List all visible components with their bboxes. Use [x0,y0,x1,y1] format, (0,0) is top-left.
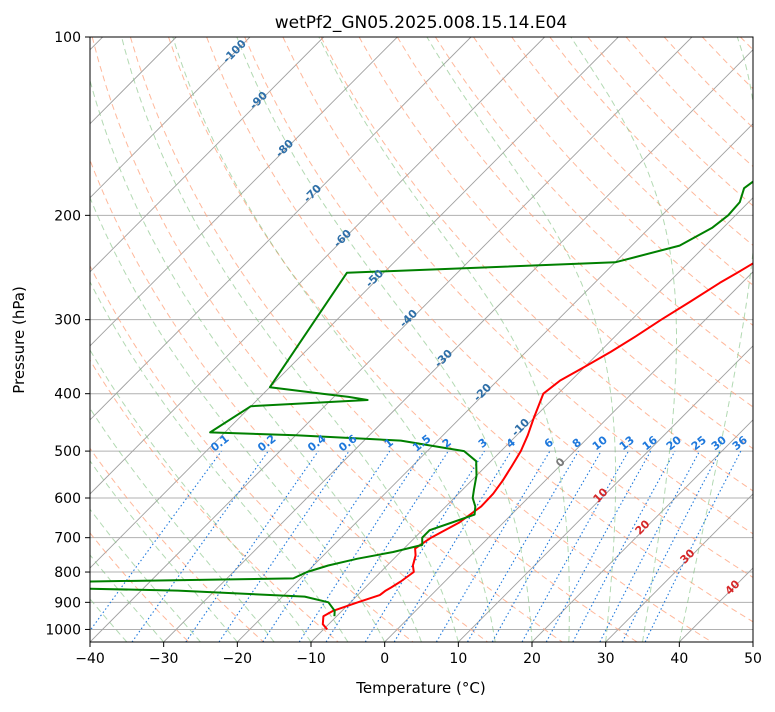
dry-adiabat-label: 0 [553,455,568,470]
mixing-ratio-line [436,451,550,642]
mixing-ratio-label: 16 [640,433,660,453]
y-tick-label: 100 [54,30,81,46]
mixing-ratio-label: 3 [476,436,490,451]
dry-adiabat [664,37,775,642]
mixing-ratio-label: 6 [542,436,556,451]
x-tick-label: −40 [75,651,105,667]
isotherm [0,37,397,642]
dry-adiabat [0,37,263,642]
mixing-ratio-label: 36 [730,433,750,453]
mixing-ratio-line [263,451,390,642]
plot-frame [90,37,753,642]
mixing-ratio-line [600,451,700,642]
isotherm [753,37,775,642]
moist-adiabat-label: -10 [509,416,532,439]
y-tick-label: 500 [54,444,81,460]
mixing-ratio-label: 1 [382,436,396,451]
moist-adiabat [319,37,570,642]
x-tick-label: 30 [597,651,615,667]
moist-adiabat-label: -90 [247,89,270,112]
background-lines [0,37,775,642]
x-tick-label: 50 [744,651,762,667]
moist-adiabat-label: -80 [273,137,296,160]
mixing-ratio-line [546,451,650,642]
dry-adiabat-label: 10 [591,485,611,505]
y-tick-label: 1000 [45,622,81,638]
moist-adiabat [0,37,311,642]
x-tick-label: −30 [149,651,179,667]
y-tick-label: 700 [54,531,81,547]
isotherm [90,37,692,642]
dry-adiabat [740,37,775,642]
y-tick-label: 900 [54,595,81,611]
mixing-ratio-label: 30 [709,433,729,453]
sounding-series [34,37,775,629]
dry-adiabat [512,37,775,642]
dry-adiabat-label: 40 [723,577,743,597]
x-axis-label: Temperature (°C) [355,679,485,697]
isotherm [458,37,775,642]
dry-adiabat [588,37,775,642]
mixing-ratio-line [622,451,720,642]
dry-adiabat [283,37,775,642]
x-tick-label: 40 [670,651,688,667]
mixing-ratio-label: 13 [617,433,637,453]
y-tick-label: 400 [54,387,81,403]
x-tick-label: 0 [380,651,389,667]
dry-adiabat [0,37,189,642]
x-tick-label: −10 [296,651,326,667]
mixing-ratio-line [326,451,448,642]
x-tick-label: 10 [449,651,467,667]
dry-adiabat [16,37,413,642]
moist-adiabat-label: -100 [220,37,249,66]
isotherm [0,37,324,642]
mixing-ratio-line [299,451,423,642]
moist-adiabat-label: -20 [471,381,494,404]
isotherm [0,37,545,642]
chart-title: wetPf2_GN05.2025.008.15.14.E04 [275,13,567,33]
y-axis-label: Pressure (hPa) [10,286,28,394]
isotherm [0,37,250,642]
mixing-ratio-label: 10 [590,433,610,453]
dry-adiabat-label: 30 [678,546,698,566]
y-tick-label: 200 [54,208,81,224]
moist-adiabat [237,37,532,642]
x-tick-label: 20 [523,651,541,667]
mixing-ratio-line [82,451,222,642]
dry-adiabat [550,37,775,642]
moist-adiabat-label: -70 [301,182,324,205]
moist-adiabat [173,37,495,642]
y-tick-label: 600 [54,491,81,507]
mixing-ratio-line [365,451,484,642]
moist-adiabat [571,37,677,642]
dry-adiabat [474,37,775,642]
y-tick-label: 300 [54,313,81,329]
y-tick-label: 800 [54,565,81,581]
isotherm [164,37,766,642]
dry-adiabat [435,37,775,642]
isotherm [679,37,775,642]
isotherm [237,37,775,642]
moist-adiabat [44,37,385,642]
dry-adiabat [0,37,338,642]
dry-adiabat [130,37,637,642]
mixing-ratio-label: 20 [664,433,684,453]
x-tick-label: −20 [223,651,253,667]
mixing-ratio-line [573,451,675,642]
moist-adiabat-label: -60 [331,227,354,250]
isotherm [16,37,618,642]
moist-adiabat [0,37,237,642]
mixing-ratio-label: 25 [689,433,709,453]
moist-adiabat-label: -30 [432,347,455,370]
dry-adiabat [54,37,488,642]
dry-adiabat-label: 20 [633,517,653,537]
